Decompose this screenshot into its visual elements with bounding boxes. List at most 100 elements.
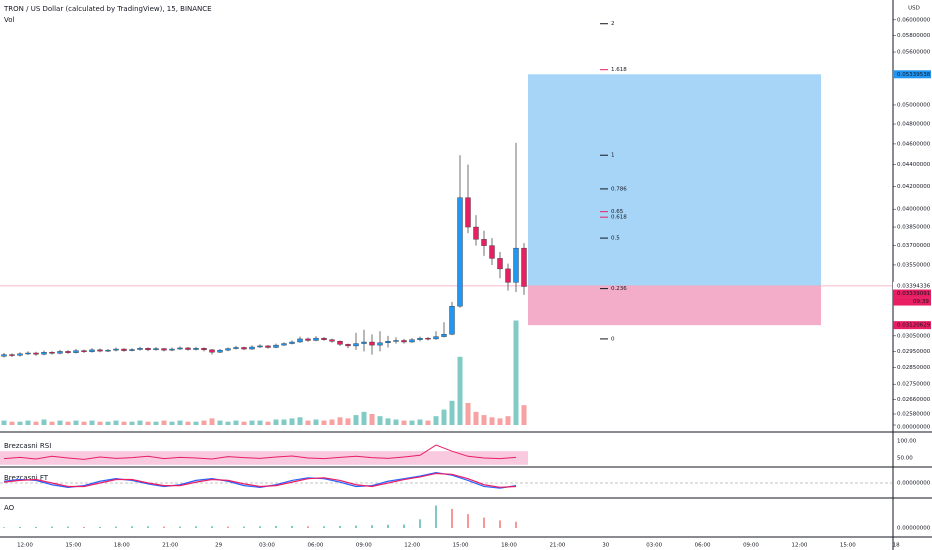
volume-bar bbox=[145, 421, 151, 425]
ao-bar bbox=[275, 525, 277, 528]
fib-label: 1 bbox=[611, 153, 615, 159]
ao-name: AO bbox=[4, 504, 15, 512]
currency: USD bbox=[908, 6, 920, 12]
volume-bar bbox=[409, 420, 415, 425]
volume-bar bbox=[401, 420, 407, 425]
fib-label: 0.786 bbox=[611, 186, 627, 192]
candle-body bbox=[345, 344, 351, 347]
volume-bar bbox=[457, 356, 463, 425]
candle-body bbox=[473, 226, 479, 240]
x-tick-label: 09:00 bbox=[356, 543, 372, 549]
candle-body bbox=[465, 197, 471, 228]
x-tick-label: 30 bbox=[602, 543, 609, 549]
candle-body bbox=[441, 334, 447, 337]
candle-body bbox=[425, 337, 431, 340]
candle-body bbox=[417, 337, 423, 340]
x-tick-label: 06:00 bbox=[307, 543, 323, 549]
candle-body bbox=[241, 347, 247, 350]
profit-zone bbox=[528, 74, 821, 286]
ao-tick-label: 0.00000000 bbox=[897, 526, 931, 532]
y-tick-label: 0.03550000 bbox=[897, 262, 931, 268]
candle-body bbox=[137, 348, 143, 350]
fib-label: 0.618 bbox=[611, 215, 627, 221]
y-tick-label: 0.03700000 bbox=[897, 243, 931, 249]
price-marker bbox=[893, 281, 931, 290]
fib-label: 0.5 bbox=[611, 236, 620, 242]
volume-bar bbox=[153, 421, 159, 425]
volume-bar bbox=[73, 420, 79, 425]
candle-body bbox=[265, 345, 271, 348]
candle-body bbox=[305, 338, 311, 341]
candle-body bbox=[73, 350, 79, 353]
volume-bar bbox=[257, 420, 263, 425]
ft-name: Brezcasni FT bbox=[4, 474, 49, 482]
ao-bar bbox=[195, 526, 197, 528]
volume-bar bbox=[209, 418, 215, 425]
volume-bar bbox=[233, 420, 239, 425]
volume-label: Vol bbox=[4, 16, 15, 24]
volume-bar bbox=[105, 421, 111, 425]
ao-bar bbox=[403, 524, 405, 528]
candle-body bbox=[377, 342, 383, 346]
candle-body bbox=[81, 350, 87, 352]
candle-body bbox=[49, 352, 55, 354]
countdown: 09:39 bbox=[913, 299, 929, 305]
fib-label: 0.236 bbox=[611, 286, 627, 292]
price-marker bbox=[893, 70, 931, 79]
rsi-tick-label: 100.00 bbox=[897, 439, 917, 445]
x-tick-label: 12:00 bbox=[17, 543, 33, 549]
volume-bar bbox=[97, 421, 103, 425]
x-tick-label: 09:00 bbox=[743, 543, 759, 549]
candle-body bbox=[513, 247, 519, 283]
candle-body bbox=[393, 340, 399, 342]
volume-bar bbox=[417, 419, 423, 425]
candle-body bbox=[289, 341, 295, 344]
ao-bar bbox=[467, 514, 469, 528]
ao-bar bbox=[419, 519, 421, 528]
y-tick-label: 0.02580000 bbox=[897, 412, 931, 418]
ao-bar bbox=[387, 524, 389, 528]
y-tick-label: 0.06000000 bbox=[897, 17, 931, 23]
candle-body bbox=[57, 351, 63, 354]
ao-bar bbox=[35, 526, 37, 528]
volume-bar bbox=[161, 420, 167, 425]
ao-bar bbox=[451, 508, 453, 528]
fib-label: 0.65 bbox=[611, 209, 624, 215]
x-tick-label: 03:00 bbox=[646, 543, 662, 549]
candle-body bbox=[401, 340, 407, 343]
ao-bar bbox=[259, 526, 261, 528]
candle-body bbox=[433, 336, 439, 340]
volume-bar bbox=[489, 417, 495, 425]
volume-bar bbox=[1, 420, 7, 425]
volume-bar bbox=[9, 421, 15, 425]
ao-bar bbox=[67, 526, 69, 528]
candle-body bbox=[65, 351, 71, 353]
volume-bar bbox=[113, 420, 119, 425]
volume-bar bbox=[521, 405, 527, 425]
volume-bar bbox=[121, 421, 127, 425]
volume-bar bbox=[225, 421, 231, 425]
volume-bar bbox=[265, 421, 271, 425]
x-tick-label: 12:00 bbox=[404, 543, 420, 549]
chart-title: TRON / US Dollar (calculated by TradingV… bbox=[3, 5, 212, 13]
volume-bar bbox=[41, 419, 47, 425]
fib-label: 1.618 bbox=[611, 67, 627, 73]
candle-body bbox=[89, 349, 95, 352]
volume-bar bbox=[337, 417, 343, 425]
ao-bar bbox=[115, 526, 117, 528]
x-tick-label: 18:00 bbox=[501, 543, 517, 549]
ao-bar bbox=[179, 526, 181, 528]
candle-body bbox=[185, 347, 191, 350]
candle-body bbox=[129, 349, 135, 351]
candle-body bbox=[337, 341, 343, 345]
countdown-bg bbox=[893, 297, 931, 306]
y-tick-label: 0.05800000 bbox=[897, 33, 931, 39]
ao-bar bbox=[243, 526, 245, 528]
candle-body bbox=[169, 348, 175, 351]
volume-tick-label: 0.00000000 bbox=[897, 425, 931, 431]
ao-bar bbox=[163, 526, 165, 528]
volume-bar bbox=[321, 420, 327, 425]
x-tick-label: 29 bbox=[215, 543, 222, 549]
volume-bar bbox=[25, 420, 31, 425]
ao-bar bbox=[99, 526, 101, 528]
